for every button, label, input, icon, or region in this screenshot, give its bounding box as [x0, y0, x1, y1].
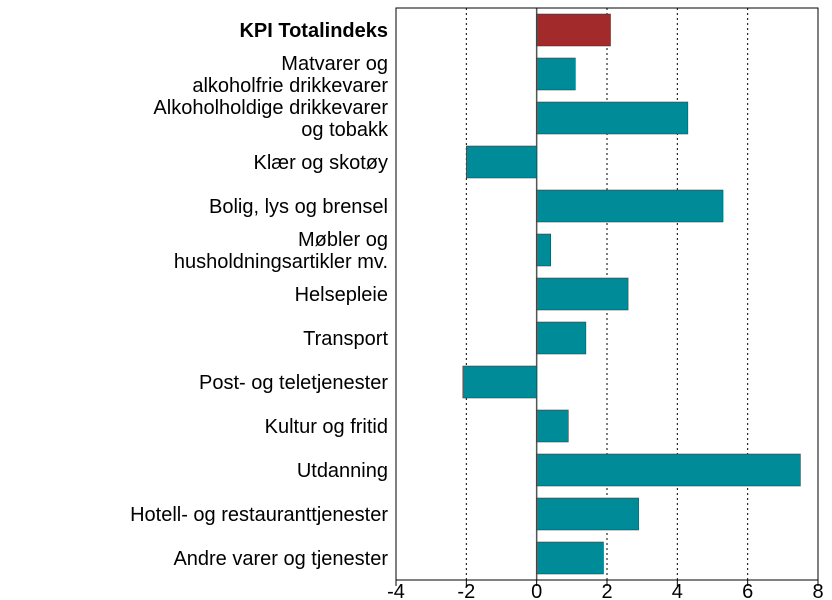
y-tick-label: Andre varer og tjenester: [173, 548, 388, 570]
y-tick-label: Alkoholholdige drikkevarer og tobakk: [153, 97, 389, 141]
bar: [462, 365, 537, 399]
bar: [536, 189, 724, 223]
label-line: Post- og teletjenester: [199, 372, 388, 394]
y-tick-label: Hotell- og restauranttjenester: [130, 504, 388, 526]
x-tick-label: -2: [457, 581, 475, 600]
y-tick-label: Matvarer og alkoholfrie drikkevarer: [192, 53, 388, 97]
bar: [536, 277, 629, 311]
x-tick-label: 4: [672, 581, 683, 600]
y-tick-label: Møbler og husholdningsartikler mv.: [174, 229, 388, 273]
x-tick-label: -4: [387, 581, 405, 600]
label-line: husholdningsartikler mv.: [174, 251, 388, 273]
plot-frame: [395, 7, 819, 581]
label-line: Kultur og fritid: [265, 416, 388, 438]
label-line: og tobakk: [301, 119, 389, 141]
label-line: Bolig, lys og brensel: [209, 196, 388, 218]
label-line: Hotell- og restauranttjenester: [130, 504, 388, 526]
bar: [536, 541, 604, 575]
bar: [536, 321, 587, 355]
y-tick-label: Helsepleie: [295, 284, 388, 306]
label-line: KPI Totalindeks: [239, 20, 388, 42]
label-line: Alkoholholdige drikkevarer: [153, 97, 388, 119]
x-tick-label: 6: [742, 581, 753, 600]
bar: [536, 453, 801, 487]
x-tick-label: 8: [812, 581, 823, 600]
bar: [466, 145, 537, 179]
bar: [536, 57, 576, 91]
y-tick-label: KPI Totalindeks: [239, 20, 388, 42]
bar: [536, 409, 569, 443]
y-tick-label: Post- og teletjenester: [199, 372, 388, 394]
bar: [536, 233, 551, 267]
y-tick-label: Utdanning: [297, 460, 388, 482]
x-tick-label: 0: [531, 581, 542, 600]
y-tick-label: Kultur og fritid: [265, 416, 388, 438]
label-line: Transport: [303, 328, 388, 350]
bar: [536, 497, 639, 531]
label-line: Utdanning: [297, 460, 388, 482]
y-tick-label: Transport: [303, 328, 388, 350]
bar: [536, 13, 611, 47]
x-tick-label: 2: [601, 581, 612, 600]
y-tick-label: Klær og skotøy: [254, 152, 388, 174]
label-line: alkoholfrie drikkevarer: [192, 75, 388, 97]
label-line: Andre varer og tjenester: [173, 548, 388, 570]
label-line: Matvarer og: [281, 53, 388, 75]
label-line: Møbler og: [298, 229, 388, 251]
y-tick-label: Bolig, lys og brensel: [209, 196, 388, 218]
label-line: Klær og skotøy: [254, 152, 388, 174]
bar: [536, 101, 689, 135]
label-line: Helsepleie: [295, 284, 388, 306]
